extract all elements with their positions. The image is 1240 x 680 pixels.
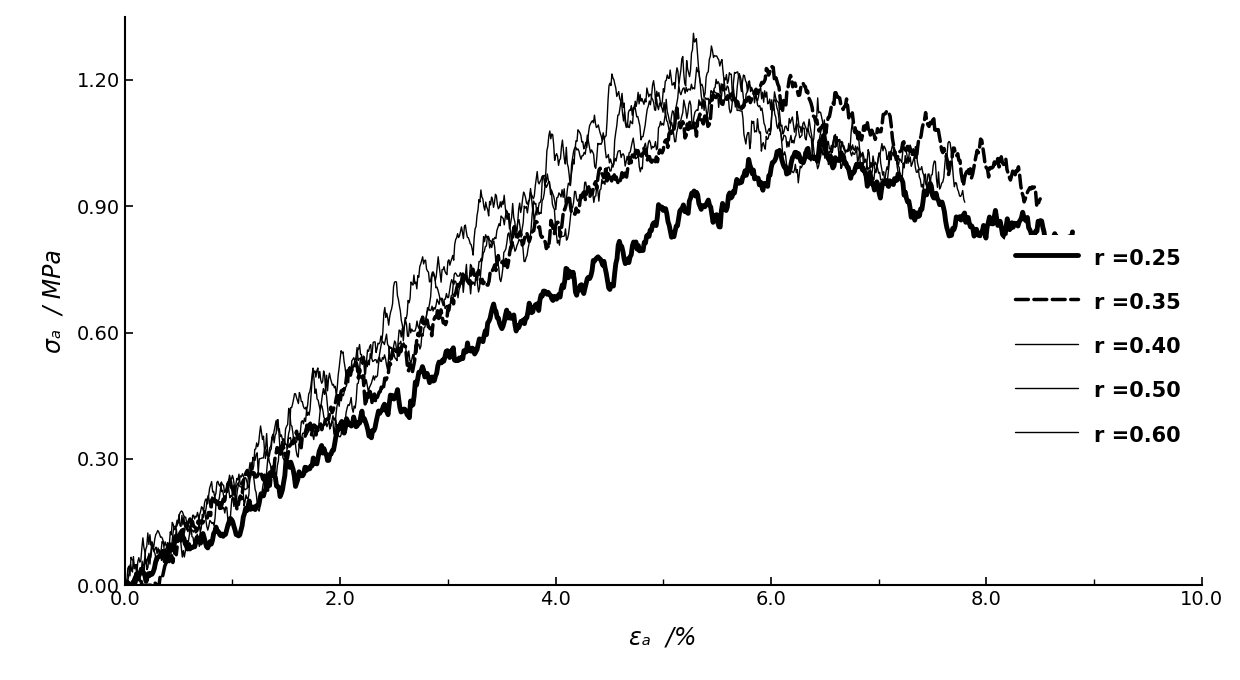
Legend: r =0.25, r =0.35, r =0.40, r =0.50, r =0.60: r =0.25, r =0.35, r =0.40, r =0.50, r =0… [1004,235,1192,458]
r =0.40 [627,101,642,109]
r =0.35 [1033,194,1048,203]
Line: r =0.25: r =0.25 [125,135,1073,585]
r =0.60 [686,29,701,37]
r =0.50 [587,199,601,207]
r =0.35 [649,153,663,161]
r =0.35 [812,124,827,132]
r =0.40 [118,581,133,590]
r =0.60 [707,86,722,95]
r =0.40 [704,42,719,50]
r =0.50 [813,126,828,134]
r =0.40 [169,523,184,531]
r =0.35 [673,124,688,132]
r =0.40 [605,160,620,169]
r =0.60 [893,169,908,177]
r =0.25 [175,532,190,541]
r =0.60 [786,169,801,177]
r =0.25 [1065,228,1080,236]
r =0.60 [165,518,180,526]
r =0.60 [118,581,133,590]
r =0.35 [118,581,133,590]
r =0.35 [906,150,921,158]
Y-axis label: σₐ  / MPa: σₐ / MPa [41,249,66,353]
r =0.50 [167,531,182,539]
r =0.40 [842,142,857,150]
r =0.25 [667,227,682,235]
r =0.25 [693,203,708,211]
r =0.60 [611,88,626,96]
r =0.35 [765,63,780,71]
r =0.25 [118,581,133,590]
r =0.50 [118,581,133,590]
r =0.50 [608,154,622,163]
r =0.35 [701,122,715,131]
r =0.40 [755,110,770,118]
X-axis label: εₐ  /%: εₐ /% [630,626,697,649]
r =0.50 [925,185,940,193]
r =0.60 [588,119,603,127]
r =0.25 [816,131,831,139]
Line: r =0.50: r =0.50 [125,73,932,585]
r =0.50 [730,82,745,90]
r =0.25 [837,160,852,168]
r =0.40 [957,198,972,206]
r =0.60 [568,145,583,153]
r =0.50 [632,163,647,171]
r =0.25 [935,198,950,206]
r =0.50 [732,69,746,78]
r =0.35 [174,537,188,545]
Line: r =0.40: r =0.40 [125,46,965,585]
Line: r =0.60: r =0.60 [125,33,900,585]
Line: r =0.35: r =0.35 [125,67,1040,585]
r =0.25 [722,192,737,200]
r =0.40 [652,95,667,103]
